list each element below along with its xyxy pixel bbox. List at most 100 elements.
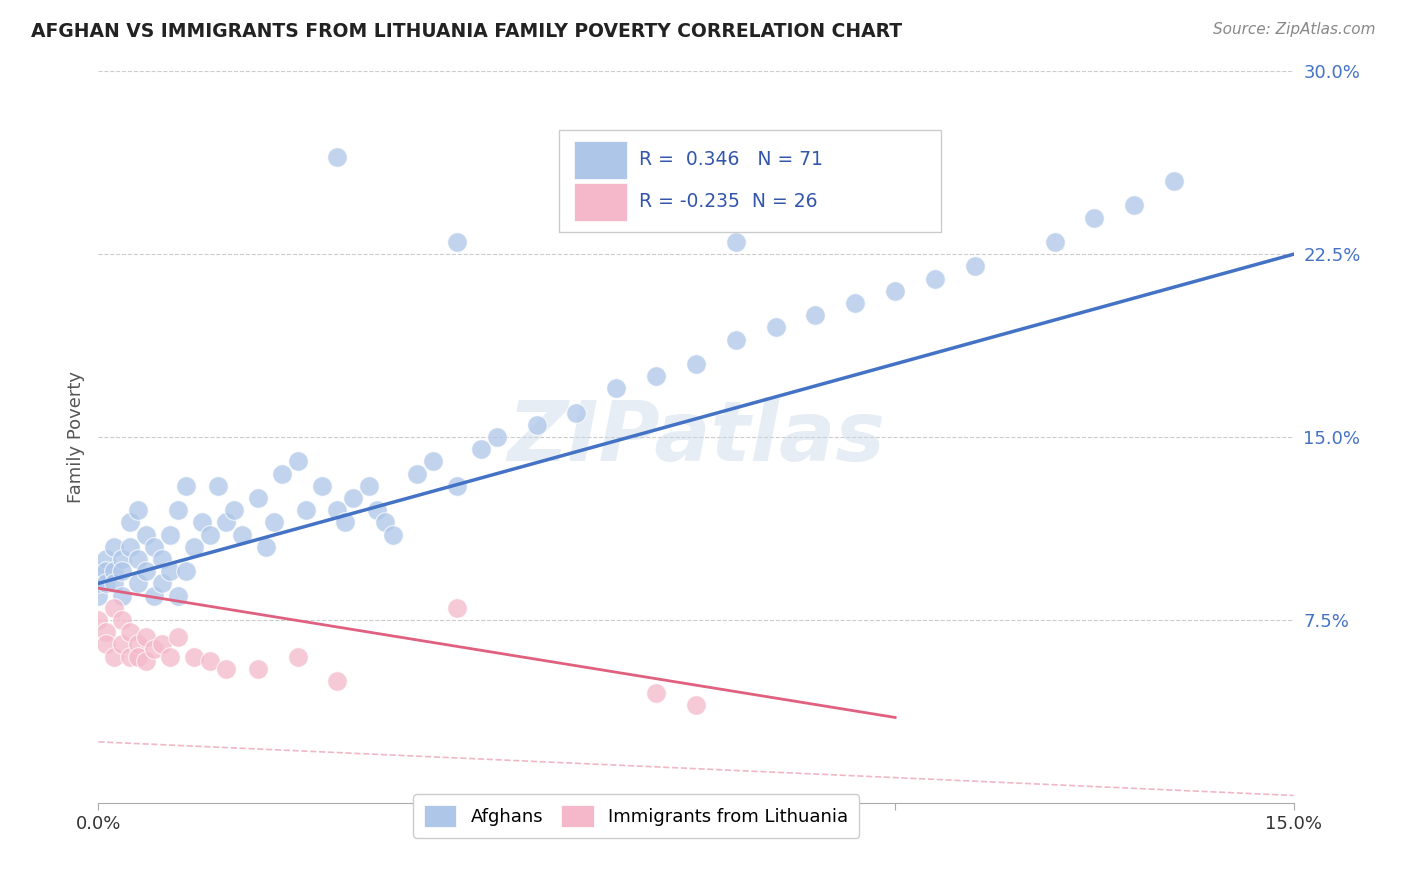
Point [103,540,125,554]
Point [167,503,190,517]
Point [270,467,292,481]
Point [111,552,134,566]
Point [366,503,388,517]
Point [167,630,190,644]
Point [1163,174,1185,188]
Point [103,600,125,615]
Point [724,333,747,347]
Point [685,357,707,371]
Point [103,576,125,591]
Point [120,540,142,554]
FancyBboxPatch shape [574,183,627,220]
Point [565,406,588,420]
Point [174,479,197,493]
FancyBboxPatch shape [574,141,627,179]
Point [103,649,125,664]
Point [311,479,333,493]
Point [87,589,110,603]
Point [159,564,181,578]
Point [326,150,349,164]
Point [127,649,149,664]
Text: Source: ZipAtlas.com: Source: ZipAtlas.com [1212,22,1375,37]
Point [645,369,668,384]
Point [246,662,269,676]
Point [87,564,110,578]
Point [135,630,157,644]
Point [1123,198,1146,212]
Point [127,637,149,651]
Point [485,430,508,444]
Point [685,698,707,713]
Point [207,479,229,493]
Point [120,625,142,640]
Point [111,637,134,651]
Point [96,625,118,640]
Point [127,576,149,591]
Point [150,637,173,651]
Point [135,564,157,578]
Point [183,649,205,664]
Text: ZIPatlas: ZIPatlas [508,397,884,477]
Point [87,613,110,627]
Point [127,552,149,566]
Point [231,527,253,541]
Point [143,540,166,554]
Point [150,552,173,566]
Point [884,161,907,176]
Point [167,589,190,603]
Point [287,454,309,468]
Point [120,649,142,664]
Point [1043,235,1066,249]
Point [359,479,381,493]
Legend: Afghans, Immigrants from Lithuania: Afghans, Immigrants from Lithuania [413,794,859,838]
Point [191,516,214,530]
Text: AFGHAN VS IMMIGRANTS FROM LITHUANIA FAMILY POVERTY CORRELATION CHART: AFGHAN VS IMMIGRANTS FROM LITHUANIA FAMI… [31,22,903,41]
Point [804,308,827,322]
Point [342,491,364,505]
Point [526,417,548,432]
Point [135,654,157,668]
Text: R = -0.235  N = 26: R = -0.235 N = 26 [638,192,817,211]
Point [198,654,221,668]
Point [446,479,468,493]
Point [294,503,316,517]
Point [924,271,946,285]
Point [143,642,166,657]
Point [446,235,468,249]
Point [724,235,747,249]
Point [263,516,285,530]
Point [605,381,627,395]
Point [135,527,157,541]
Point [963,260,986,274]
Point [143,589,166,603]
Point [326,503,349,517]
Point [96,552,118,566]
Point [844,296,866,310]
Point [96,576,118,591]
Point [326,673,349,688]
Point [111,589,134,603]
Point [87,576,110,591]
Point [96,564,118,578]
Point [159,649,181,664]
Point [884,284,907,298]
FancyBboxPatch shape [558,130,941,232]
Text: R =  0.346   N = 71: R = 0.346 N = 71 [638,151,823,169]
Point [215,662,238,676]
Point [287,649,309,664]
Point [222,503,245,517]
Point [470,442,492,457]
Point [374,516,396,530]
Point [111,564,134,578]
Point [174,564,197,578]
Point [254,540,277,554]
Point [1083,211,1105,225]
Point [422,454,444,468]
Point [96,637,118,651]
Point [645,686,668,700]
Point [127,503,149,517]
Point [198,527,221,541]
Point [120,516,142,530]
Point [382,527,405,541]
Point [111,613,134,627]
